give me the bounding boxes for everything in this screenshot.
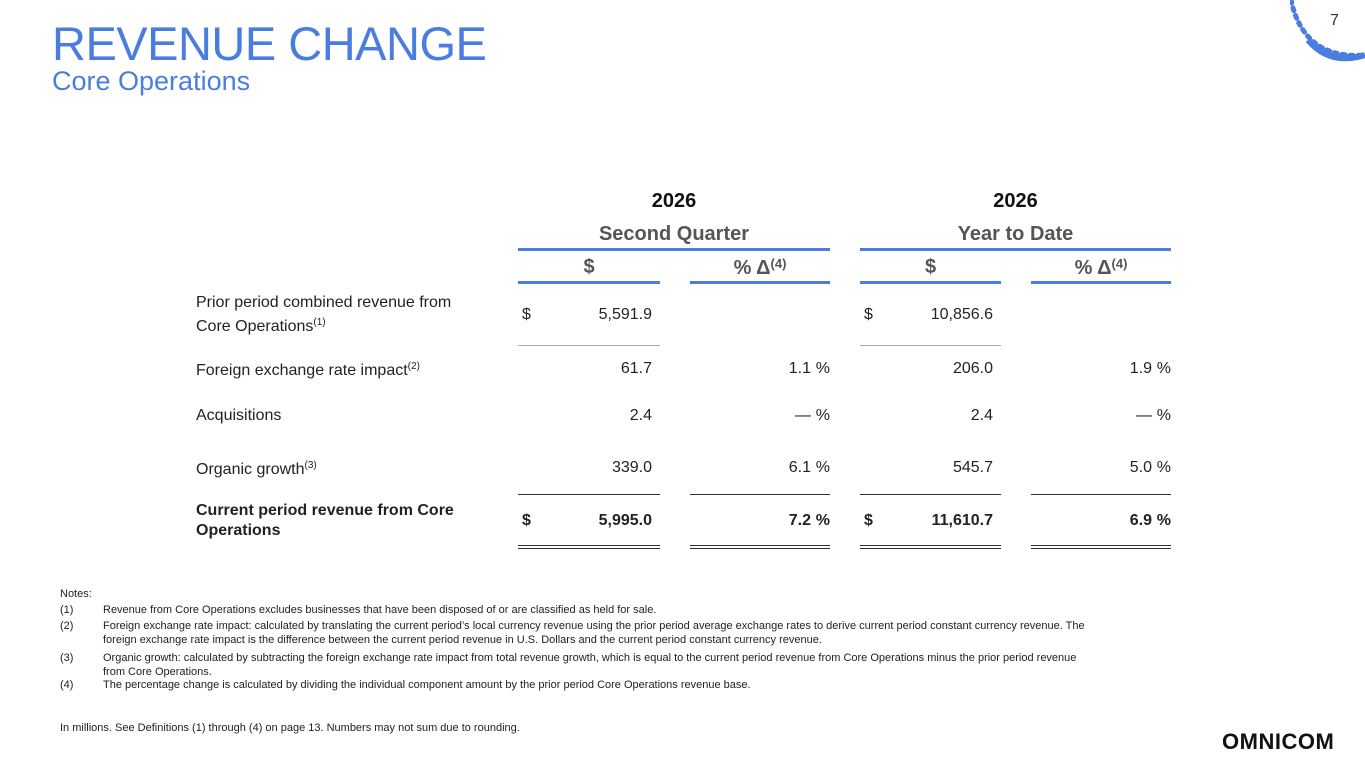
row-label-main: Current period revenue from Core Operati… [196, 502, 454, 539]
note-text: Organic growth: calculated by subtractin… [103, 652, 1077, 678]
row-label-text: Acquisitions [196, 406, 281, 426]
amount: 339.0 [611, 459, 652, 476]
rule [518, 248, 830, 251]
note-text: Revenue from Core Operations excludes bu… [103, 604, 657, 616]
column-header-note: (4) [1111, 256, 1128, 271]
currency: $ [864, 512, 873, 529]
subtitle: Core Operations [52, 66, 251, 96]
rule [518, 345, 660, 346]
row-label: Prior period combined revenue from Core … [196, 290, 486, 340]
rule [860, 248, 1171, 251]
note-marker: (2) [60, 620, 74, 632]
footnote: In millions. See Definitions (1) through… [60, 722, 520, 734]
percent-unit: % [1156, 360, 1171, 377]
currency: $ [864, 306, 873, 323]
percent: 6.1 [788, 459, 811, 476]
row-label: Current period revenue from Core Operati… [196, 496, 486, 546]
decoration [1290, 0, 1365, 62]
row-label-note: (3) [304, 460, 317, 471]
row-label-main: Organic growth [196, 461, 305, 478]
row-label-main: Acquisitions [196, 407, 282, 424]
percent-unit: % [815, 407, 830, 424]
note-marker: (3) [60, 652, 74, 664]
percent: 7.2 [788, 512, 811, 529]
amount: 5,995.0 [598, 512, 652, 529]
row-label: Foreign exchange rate impact(2) [196, 344, 486, 394]
amount: 206.0 [952, 360, 993, 377]
period-header: Year to Date [957, 223, 1074, 245]
percent-unit: % [1156, 512, 1171, 529]
column-header: % Δ(4) [690, 256, 830, 280]
rule [518, 494, 660, 495]
percent: 1.9 [1129, 360, 1152, 377]
column-header-text: % Δ [733, 257, 771, 279]
column-header: $ [860, 256, 1001, 279]
percent: — [795, 407, 811, 424]
percent-unit: % [1156, 459, 1171, 476]
percent: 5.0 [1129, 459, 1152, 476]
percent-unit: % [815, 512, 830, 529]
currency: $ [522, 512, 531, 529]
note-marker: (1) [60, 604, 74, 616]
column-header-note: (4) [770, 256, 787, 271]
row-label-text: Prior period combined revenue from Core … [196, 293, 486, 337]
amount: 2.4 [629, 407, 652, 424]
row-label-text: Foreign exchange rate impact(2) [196, 357, 420, 381]
amount: 61.7 [620, 360, 652, 377]
column-header-text: $ [924, 256, 937, 278]
rule [860, 548, 1001, 549]
amount: 11,610.7 [931, 512, 993, 529]
period-header: Second Quarter [598, 223, 750, 245]
rule [518, 548, 660, 549]
title: REVENUE CHANGE [52, 17, 487, 70]
rule [690, 494, 830, 495]
page-number: 7 [1330, 12, 1339, 29]
rule [860, 545, 1001, 546]
percent-unit: % [1156, 407, 1171, 424]
row-label-note: (2) [407, 361, 420, 372]
logo: OMNICOM [1222, 729, 1335, 754]
rule [860, 281, 1001, 284]
note-text: The percentage change is calculated by d… [103, 679, 751, 691]
row-label-note: (1) [313, 317, 326, 328]
rule [690, 281, 830, 284]
notes-heading: Notes: [60, 588, 92, 600]
amount: 2.4 [970, 407, 993, 424]
rule [518, 545, 660, 546]
rule [1031, 281, 1171, 284]
rule [690, 548, 830, 549]
percent: 6.9 [1129, 512, 1152, 529]
rule [860, 345, 1001, 346]
percent: 1.1 [788, 360, 811, 377]
percent-unit: % [815, 360, 830, 377]
year-header: 2026 [993, 190, 1038, 212]
rule [1031, 494, 1171, 495]
amount: 10,856.6 [930, 306, 993, 323]
rule [690, 545, 830, 546]
note-marker: (4) [60, 679, 74, 691]
amount: 545.7 [952, 459, 993, 476]
row-label-main: Foreign exchange rate impact [196, 362, 408, 379]
rule [1031, 548, 1171, 549]
row-label-text: Current period revenue from Core Operati… [196, 501, 486, 541]
column-header: % Δ(4) [1031, 256, 1171, 280]
currency: $ [522, 306, 531, 323]
year-header: 2026 [651, 190, 697, 212]
rule [518, 281, 660, 284]
row-label-text: Organic growth(3) [196, 456, 317, 480]
rule [860, 494, 1001, 495]
row-label-main: Prior period combined revenue from Core … [196, 294, 452, 335]
row-label: Acquisitions [196, 391, 486, 441]
row-label: Organic growth(3) [196, 443, 486, 493]
percent: — [1136, 407, 1152, 424]
rule [1031, 545, 1171, 546]
amount: 5,591.9 [598, 306, 652, 323]
column-header: $ [518, 256, 660, 279]
note-text: Foreign exchange rate impact: calculated… [103, 620, 1085, 646]
percent-unit: % [815, 459, 830, 476]
column-header-text: % Δ [1074, 257, 1112, 279]
column-header-text: $ [583, 256, 595, 278]
